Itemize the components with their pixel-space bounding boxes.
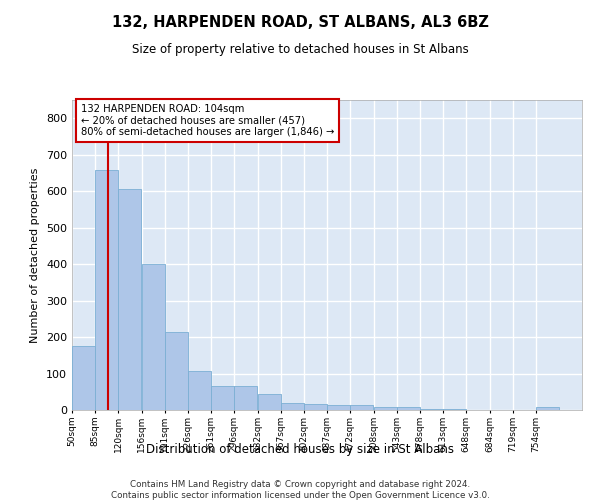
Y-axis label: Number of detached properties: Number of detached properties <box>31 168 40 342</box>
Bar <box>374 408 397 410</box>
Bar <box>142 264 165 410</box>
Bar <box>327 405 350 410</box>
Bar <box>304 404 327 410</box>
Bar <box>72 346 95 410</box>
Bar <box>95 170 118 410</box>
Bar <box>397 408 420 410</box>
Bar <box>443 409 466 410</box>
Bar <box>281 404 304 410</box>
Bar <box>118 188 141 410</box>
Bar <box>350 406 373 410</box>
Bar <box>258 394 281 410</box>
Text: 132 HARPENDEN ROAD: 104sqm
← 20% of detached houses are smaller (457)
80% of sem: 132 HARPENDEN ROAD: 104sqm ← 20% of deta… <box>80 104 334 137</box>
Text: 132, HARPENDEN ROAD, ST ALBANS, AL3 6BZ: 132, HARPENDEN ROAD, ST ALBANS, AL3 6BZ <box>112 15 488 30</box>
Bar <box>234 386 257 410</box>
Bar <box>188 370 211 410</box>
Text: Size of property relative to detached houses in St Albans: Size of property relative to detached ho… <box>131 42 469 56</box>
Text: Contains HM Land Registry data © Crown copyright and database right 2024.: Contains HM Land Registry data © Crown c… <box>130 480 470 489</box>
Bar <box>165 332 188 410</box>
Bar <box>420 409 443 410</box>
Text: Distribution of detached houses by size in St Albans: Distribution of detached houses by size … <box>146 442 454 456</box>
Bar <box>211 386 234 410</box>
Text: Contains public sector information licensed under the Open Government Licence v3: Contains public sector information licen… <box>110 491 490 500</box>
Bar <box>536 408 559 410</box>
